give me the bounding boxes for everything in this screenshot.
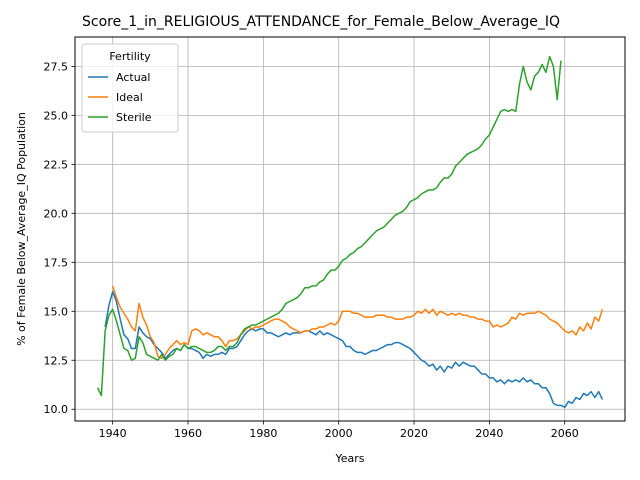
y-tick-label: 20.0 — [44, 207, 69, 220]
legend: Fertility Actual Ideal Sterile — [81, 43, 179, 133]
x-tick-label: 1960 — [174, 427, 202, 440]
y-axis-label: % of Female Below_Average_IQ Population — [15, 112, 28, 346]
y-axis-ticks: 10.0 12.5 15.0 17.5 20.0 22.5 25.0 27.5 — [44, 60, 75, 416]
y-tick-label: 25.0 — [44, 109, 69, 122]
grid-lines — [75, 37, 625, 421]
series-line-ideal — [111, 285, 604, 360]
x-tick-label: 1980 — [249, 427, 277, 440]
legend-label-actual: Actual — [116, 71, 150, 84]
y-tick-label: 12.5 — [44, 354, 69, 367]
x-tick-label: 1940 — [99, 427, 127, 440]
series-line-sterile — [96, 55, 562, 397]
y-tick-label: 15.0 — [44, 305, 69, 318]
y-tick-label: 17.5 — [44, 256, 69, 269]
y-tick-label: 22.5 — [44, 158, 69, 171]
legend-title: Fertility — [109, 50, 151, 63]
y-tick-label: 10.0 — [44, 403, 69, 416]
series-lines — [96, 55, 604, 409]
legend-box — [81, 43, 179, 133]
x-tick-label: 2000 — [325, 427, 353, 440]
x-tick-label: 2060 — [551, 427, 579, 440]
x-tick-label: 2020 — [400, 427, 428, 440]
plot-frame — [74, 36, 626, 422]
legend-label-sterile: Sterile — [116, 111, 152, 124]
x-tick-label: 2040 — [475, 427, 503, 440]
chart-title: Score_1_in_RELIGIOUS_ATTENDANCE_for_Fema… — [82, 14, 560, 30]
y-tick-label: 27.5 — [44, 60, 69, 73]
legend-items: Actual Ideal Sterile — [88, 71, 152, 124]
legend-label-ideal: Ideal — [116, 91, 143, 104]
x-axis-label: Years — [334, 452, 364, 465]
x-axis-ticks: 1940 1960 1980 2000 2020 2040 2060 — [99, 421, 579, 440]
